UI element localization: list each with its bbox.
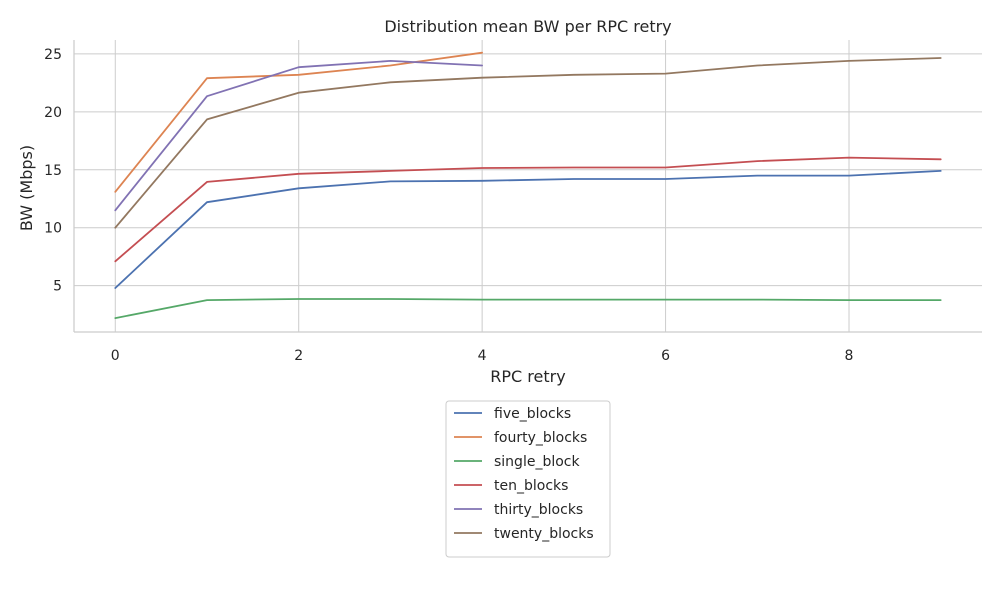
series-line-ten-blocks: [114, 156, 942, 263]
x-tick-label: 6: [661, 348, 670, 364]
x-tick-label: 2: [294, 348, 303, 364]
y-tick-label: 25: [44, 47, 62, 63]
series-line-thirty-blocks: [114, 60, 484, 212]
axes: [73, 40, 982, 333]
x-tick-label: 4: [478, 348, 487, 364]
y-tick-label: 15: [44, 163, 62, 179]
legend-label: twenty_blocks: [494, 526, 594, 542]
y-tick-label: 5: [53, 279, 62, 295]
x-axis-label: RPC retry: [490, 367, 565, 386]
y-tick-label: 10: [44, 221, 62, 237]
legend-label: five_blocks: [494, 406, 571, 422]
legend-label: fourty_blocks: [494, 430, 587, 446]
chart-title: Distribution mean BW per RPC retry: [384, 17, 671, 36]
x-tick-label: 0: [111, 348, 120, 364]
x-tick-label: 8: [845, 348, 854, 364]
tick-labels: 0 2 4 6 8 5 10 15 20 25: [44, 47, 853, 364]
series-line-five-blocks: [114, 169, 942, 289]
series-line-fourty-blocks: [114, 51, 484, 193]
series-line-twenty-blocks: [114, 57, 942, 229]
y-tick-label: 20: [44, 105, 62, 121]
legend-frame: [445, 400, 611, 558]
legend-label: ten_blocks: [494, 478, 568, 494]
y-axis-label: BW (Mbps): [17, 145, 36, 231]
legend-label: single_block: [494, 454, 580, 470]
legend: five_blocks fourty_blocks single_block ten_…: [445, 400, 611, 558]
series-line-single-block: [114, 298, 942, 320]
legend-label: thirty_blocks: [494, 502, 583, 518]
series-lines: [114, 51, 942, 320]
grid: [74, 40, 982, 332]
